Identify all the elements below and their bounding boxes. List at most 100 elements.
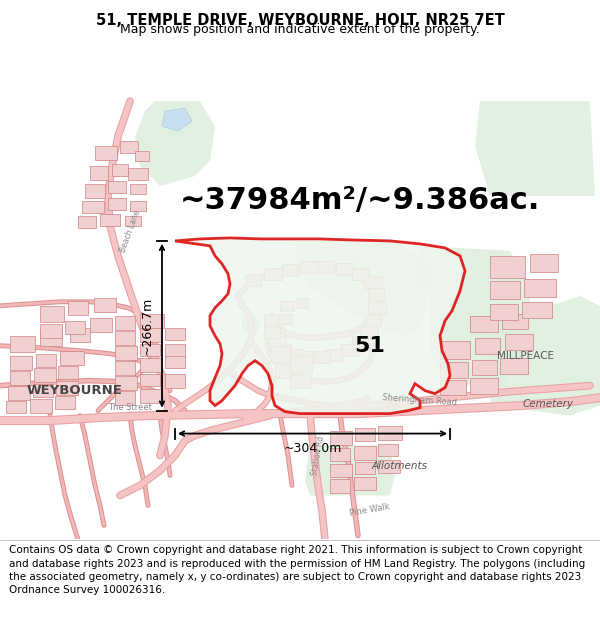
Bar [490, 304, 518, 320]
Bar [312, 351, 330, 362]
Bar [530, 254, 558, 272]
Bar [108, 198, 126, 210]
Text: 51: 51 [355, 336, 385, 356]
Bar [354, 446, 376, 459]
Polygon shape [305, 446, 395, 496]
Bar [268, 336, 286, 348]
Bar [245, 274, 261, 286]
Bar [10, 371, 30, 384]
Bar [354, 478, 376, 491]
Bar [264, 326, 280, 338]
Bar [135, 151, 149, 161]
Bar [128, 168, 148, 180]
Bar [300, 261, 318, 273]
Bar [130, 201, 146, 211]
Bar [40, 306, 64, 322]
Bar [95, 146, 117, 160]
Text: ~37984m²/~9.386ac.: ~37984m²/~9.386ac. [180, 186, 540, 216]
Bar [282, 264, 298, 276]
Bar [115, 316, 135, 330]
Bar [336, 263, 354, 275]
Bar [290, 356, 312, 372]
Bar [165, 328, 185, 340]
Bar [522, 302, 552, 318]
Bar [108, 181, 126, 193]
Text: The Street: The Street [108, 403, 152, 412]
Bar [355, 461, 375, 474]
Bar [352, 336, 368, 348]
Bar [285, 349, 303, 361]
Bar [330, 479, 350, 494]
Text: Cemetery: Cemetery [523, 399, 574, 409]
Bar [65, 321, 85, 334]
Bar [58, 366, 78, 379]
Bar [33, 384, 53, 397]
Bar [330, 431, 352, 444]
Polygon shape [135, 101, 215, 186]
Bar [10, 336, 35, 352]
Bar [378, 459, 400, 474]
Bar [68, 301, 88, 315]
Bar [500, 357, 528, 374]
Polygon shape [162, 108, 192, 131]
Bar [275, 344, 291, 356]
Bar [115, 331, 135, 345]
Bar [470, 378, 498, 394]
Bar [326, 349, 342, 361]
Bar [330, 464, 352, 478]
Bar [165, 344, 185, 357]
Bar [378, 444, 398, 456]
Bar [280, 301, 294, 311]
Bar [34, 368, 56, 382]
Bar [318, 261, 334, 273]
Text: Pine Walk: Pine Walk [349, 503, 391, 518]
Polygon shape [175, 238, 465, 414]
Bar [60, 351, 84, 364]
Bar [290, 374, 310, 388]
Bar [94, 298, 116, 312]
Bar [130, 184, 146, 194]
Polygon shape [420, 246, 530, 386]
Bar [140, 314, 164, 328]
Text: Allotments: Allotments [372, 461, 428, 471]
Bar [475, 338, 500, 354]
Bar [140, 389, 162, 402]
Bar [10, 356, 32, 369]
Bar [115, 391, 135, 404]
Bar [140, 328, 162, 342]
Text: ~266.7m: ~266.7m [141, 297, 154, 355]
Bar [70, 328, 90, 342]
Bar [100, 214, 120, 226]
Bar [472, 360, 497, 374]
Bar [330, 448, 350, 461]
Bar [125, 216, 141, 226]
Text: Map shows position and indicative extent of the property.: Map shows position and indicative extent… [120, 23, 480, 36]
Bar [264, 314, 282, 326]
Bar [165, 356, 185, 367]
Bar [90, 318, 112, 332]
Bar [296, 298, 308, 308]
Bar [440, 362, 468, 378]
Bar [56, 381, 78, 394]
Bar [140, 357, 162, 372]
Bar [490, 281, 520, 299]
Bar [275, 364, 293, 378]
Bar [360, 326, 378, 338]
Bar [140, 344, 160, 356]
Bar [270, 346, 290, 362]
Bar [505, 334, 533, 350]
Bar [368, 288, 384, 300]
Bar [368, 302, 386, 314]
Bar [40, 324, 62, 338]
Bar [90, 166, 108, 180]
Bar [30, 399, 52, 412]
Bar [264, 268, 282, 280]
Bar [352, 268, 368, 280]
Bar [82, 201, 104, 213]
Bar [8, 386, 30, 399]
Polygon shape [242, 314, 260, 334]
Bar [490, 256, 525, 278]
Bar [340, 344, 358, 356]
Text: Station Rd: Station Rd [310, 435, 326, 476]
Bar [140, 374, 160, 386]
